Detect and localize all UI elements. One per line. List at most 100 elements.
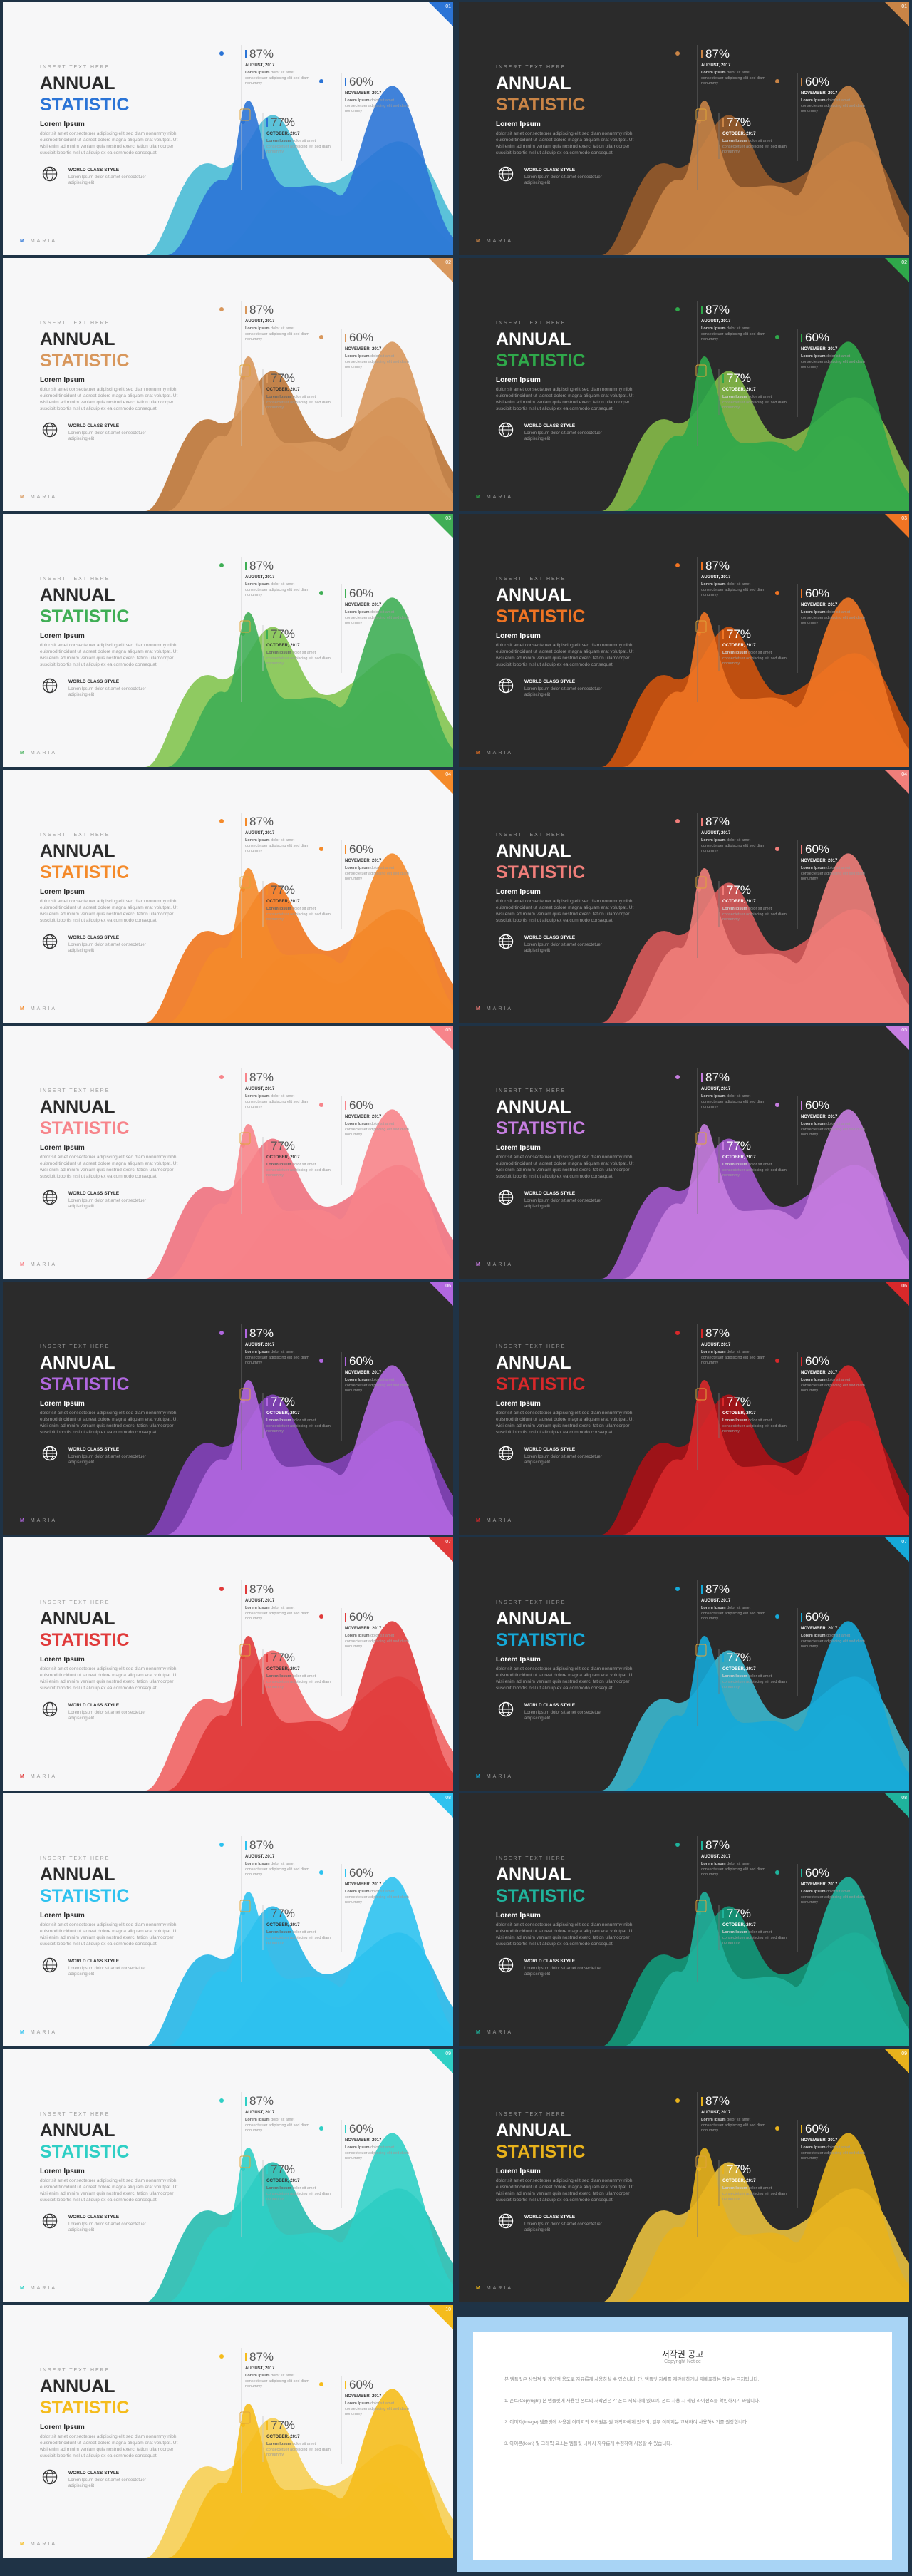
area-series-front <box>623 597 909 767</box>
lorem-heading: Lorem Ipsum <box>496 376 541 384</box>
brand-logo: M MARIA <box>476 1006 513 1011</box>
stat-dot <box>675 2098 680 2103</box>
slide-11[interactable]: INSERT TEXT HERE ANNUAL STATISTIC Lorem Ips… <box>3 1282 453 1535</box>
stat-body: dolor sit amet consectetuer adipiscing e… <box>266 1418 331 1433</box>
stat-body: dolor sit amet consectetuer adipiscing e… <box>345 1378 409 1393</box>
logo-mark: M <box>20 1518 26 1523</box>
stat-dot <box>219 1843 224 1847</box>
stat-body: dolor sit amet consectetuer adipiscing e… <box>701 582 765 597</box>
globe-heading: WORLD CLASS STYLE <box>524 423 576 428</box>
insert-text-label: INSERT TEXT HERE <box>496 833 566 838</box>
slide-6[interactable]: INSERT TEXT HERE ANNUAL STATISTIC Lorem Ips… <box>459 514 909 767</box>
stat-label: Lorem Ipsum <box>722 1930 747 1934</box>
lorem-body: dolor sit amet consectetuer adipiscing e… <box>496 1155 634 1179</box>
globe-icon <box>498 1957 514 1973</box>
title-annual: ANNUAL <box>40 1609 115 1629</box>
stat-body: dolor sit amet consectetuer adipiscing e… <box>345 98 409 113</box>
stat-dot <box>219 2098 224 2103</box>
insert-text-label: INSERT TEXT HERE <box>496 2112 566 2117</box>
slide-4[interactable]: INSERT TEXT HERE ANNUAL STATISTIC Lorem Ips… <box>459 258 909 511</box>
stat-dot <box>219 2354 224 2359</box>
slide-8[interactable]: INSERT TEXT HERE ANNUAL STATISTIC Lorem Ips… <box>459 770 909 1023</box>
stat-bar <box>701 1329 703 1338</box>
stat-dot <box>319 1359 323 1363</box>
corner-ribbon <box>429 258 453 282</box>
stat-body: dolor sit amet consectetuer adipiscing e… <box>266 139 331 154</box>
stat-value: 77% <box>271 2163 296 2176</box>
stat-date: OCTOBER, 2017 <box>266 1923 300 1927</box>
globe-body: Lorem Ipsum dolor sit amet consectetuer … <box>68 1967 146 1977</box>
stat-dot <box>219 1075 224 1079</box>
stat-bar <box>245 1329 247 1338</box>
slide-12[interactable]: INSERT TEXT HERE ANNUAL STATISTIC Lorem Ips… <box>459 1282 909 1535</box>
title-annual: ANNUAL <box>496 841 571 861</box>
globe-heading: WORLD CLASS STYLE <box>524 679 576 684</box>
globe-icon <box>498 166 514 182</box>
stat-date: NOVEMBER, 2017 <box>801 1371 838 1375</box>
stat-label: Lorem Ipsum <box>722 907 747 911</box>
copyright-notice-slide[interactable]: 저작권 공고 Copyright Notice 본 템플릿은 상업적 및 개인적… <box>457 2317 908 2572</box>
logo-mark: M <box>476 2286 482 2291</box>
stat-body: dolor sit amet consectetuer adipiscing e… <box>345 1890 409 1905</box>
lorem-heading: Lorem Ipsum <box>496 1656 541 1664</box>
stat-value: 60% <box>349 1610 374 1624</box>
slide-10[interactable]: INSERT TEXT HERE ANNUAL STATISTIC Lorem Ips… <box>459 1026 909 1279</box>
stat-description: Lorem Ipsum dolor sit amet consectetuer … <box>801 1890 869 1906</box>
globe-body: Lorem Ipsum dolor sit amet consectetuer … <box>68 1455 146 1465</box>
stat-dot <box>775 1359 779 1363</box>
slide-18[interactable]: INSERT TEXT HERE ANNUAL STATISTIC Lorem Ips… <box>459 2049 909 2302</box>
stat-body: dolor sit amet consectetuer adipiscing e… <box>701 1350 765 1365</box>
globe-body: Lorem Ipsum dolor sit amet consectetuer … <box>68 175 146 185</box>
corner-ribbon <box>429 2305 453 2329</box>
slide-17[interactable]: INSERT TEXT HERE ANNUAL STATISTIC Lorem Ips… <box>3 2049 453 2302</box>
stat-bar <box>345 1869 346 1877</box>
lorem-heading: Lorem Ipsum <box>496 888 541 896</box>
stat-body: dolor sit amet consectetuer adipiscing e… <box>345 866 409 881</box>
corner-number: 02 <box>901 260 907 265</box>
logo-text: MARIA <box>486 751 514 756</box>
stat-bar <box>345 2381 346 2389</box>
lorem-heading: Lorem Ipsum <box>40 632 85 640</box>
slide-3[interactable]: INSERT TEXT HERE ANNUAL STATISTIC Lorem Ips… <box>3 258 453 511</box>
slide-19[interactable]: INSERT TEXT HERE ANNUAL STATISTIC Lorem Ips… <box>3 2305 453 2558</box>
stat-description: Lorem Ipsum dolor sit amet consectetuer … <box>701 1606 769 1622</box>
stat-description: Lorem Ipsum dolor sit amet consectetuer … <box>801 1122 869 1138</box>
slide-7[interactable]: INSERT TEXT HERE ANNUAL STATISTIC Lorem Ips… <box>3 770 453 1023</box>
stat-value: 77% <box>271 883 296 897</box>
marker-badge <box>239 620 251 633</box>
globe-body: Lorem Ipsum dolor sit amet consectetuer … <box>68 1199 146 1209</box>
stat-body: dolor sit amet consectetuer adipiscing e… <box>266 2442 331 2457</box>
brand-logo: M MARIA <box>476 239 513 244</box>
insert-text-label: INSERT TEXT HERE <box>496 1344 566 1349</box>
marker-badge <box>695 1132 707 1145</box>
stat-label: Lorem Ipsum <box>245 326 270 331</box>
corner-ribbon <box>885 1793 909 1818</box>
stat-description: Lorem Ipsum dolor sit amet consectetuer … <box>345 1634 413 1650</box>
stat-body: dolor sit amet consectetuer adipiscing e… <box>701 838 765 853</box>
globe-heading: WORLD CLASS STYLE <box>524 168 576 172</box>
stat-date: NOVEMBER, 2017 <box>345 2138 382 2143</box>
slide-9[interactable]: INSERT TEXT HERE ANNUAL STATISTIC Lorem Ips… <box>3 1026 453 1279</box>
slide-2[interactable]: INSERT TEXT HERE ANNUAL STATISTIC Lorem Ips… <box>459 2 909 255</box>
title-annual: ANNUAL <box>496 73 571 93</box>
globe-icon <box>42 1701 58 1717</box>
lorem-body: dolor sit amet consectetuer adipiscing e… <box>40 1666 178 1691</box>
slide-14[interactable]: INSERT TEXT HERE ANNUAL STATISTIC Lorem Ips… <box>459 1537 909 1791</box>
stat-dot <box>219 563 224 567</box>
stat-value: 87% <box>705 559 730 572</box>
stat-date: AUGUST, 2017 <box>701 63 731 68</box>
globe-body: Lorem Ipsum dolor sit amet consectetuer … <box>68 2478 146 2488</box>
stat-description: Lorem Ipsum dolor sit amet consectetuer … <box>245 1094 313 1111</box>
slide-16[interactable]: INSERT TEXT HERE ANNUAL STATISTIC Lorem Ips… <box>459 1793 909 2046</box>
title-annual: ANNUAL <box>496 329 571 349</box>
slide-5[interactable]: INSERT TEXT HERE ANNUAL STATISTIC Lorem Ips… <box>3 514 453 767</box>
stat-description: Lorem Ipsum dolor sit amet consectetuer … <box>245 1862 313 1878</box>
title-annual: ANNUAL <box>496 1353 571 1373</box>
stat-bar <box>245 818 247 826</box>
area-series-front <box>167 597 453 767</box>
slide-13[interactable]: INSERT TEXT HERE ANNUAL STATISTIC Lorem Ips… <box>3 1537 453 1791</box>
stat-label: Lorem Ipsum <box>722 1163 747 1167</box>
lorem-heading: Lorem Ipsum <box>496 1400 541 1408</box>
slide-1[interactable]: INSERT TEXT HERE ANNUAL STATISTIC Lorem Ips… <box>3 2 453 255</box>
slide-15[interactable]: INSERT TEXT HERE ANNUAL STATISTIC Lorem Ips… <box>3 1793 453 2046</box>
